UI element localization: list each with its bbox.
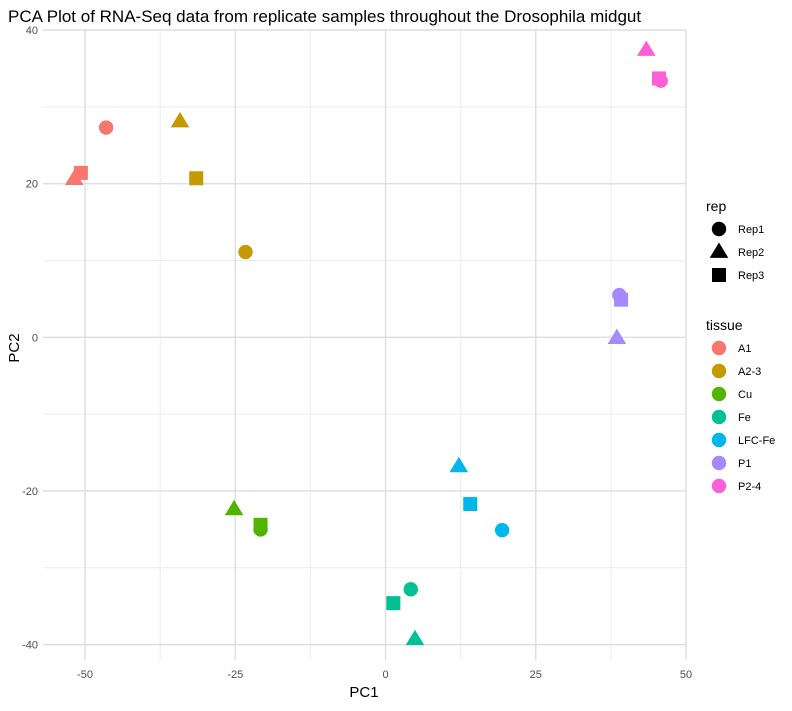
color-legend-label: A2-3 — [738, 366, 761, 378]
y-tick-label: 40 — [26, 25, 38, 37]
shape-legend-title: rep — [706, 198, 726, 214]
shape-legend-key-rep2 — [709, 242, 729, 258]
color-legend-key-fe — [711, 409, 727, 425]
point-fe-rep3 — [386, 596, 401, 611]
point-lfc-fe-rep3 — [463, 497, 478, 512]
color-legend-key-a2-3 — [711, 363, 727, 379]
color-legend-label: LFC-Fe — [738, 435, 775, 447]
point-fe-rep1 — [403, 582, 418, 597]
tick-labels: -50 -25 0 25 50 -40 -20 0 20 40 — [22, 25, 692, 681]
point-p2-4-rep2 — [637, 40, 656, 56]
shape-legend-label: Rep3 — [738, 270, 764, 282]
color-legend-label: A1 — [738, 343, 751, 355]
point-a2-3-rep2 — [170, 111, 190, 128]
color-legend-label: Fe — [738, 412, 751, 424]
point-cu-rep2 — [224, 499, 244, 516]
legend: rep tissue Rep1 Rep2 Rep3 A1 A2-3 Cu Fe LFC-Fe P… — [706, 198, 775, 494]
color-legend-key-p1 — [711, 455, 727, 471]
x-axis-label: PC1 — [349, 684, 378, 701]
color-legend-label: Cu — [738, 389, 752, 401]
y-tick-label: -20 — [22, 486, 38, 498]
point-a1-rep3 — [73, 165, 88, 180]
y-tick-label: 0 — [32, 332, 38, 344]
x-tick-label: 25 — [530, 669, 542, 681]
shape-legend-label: Rep2 — [738, 247, 764, 259]
shape-legend-key-rep3 — [712, 268, 726, 282]
chart-title: PCA Plot of RNA-Seq data from replicate … — [8, 7, 641, 26]
color-legend-title: tissue — [706, 317, 743, 333]
shape-legend-key-rep1 — [711, 221, 727, 237]
point-p1-rep2 — [607, 328, 627, 344]
point-a2-3-rep3 — [189, 171, 204, 186]
x-tick-label: 50 — [680, 669, 692, 681]
x-tick-label: 0 — [382, 669, 388, 681]
point-cu-rep3 — [253, 517, 268, 532]
color-legend-key-p2-4 — [711, 478, 727, 494]
color-legend-label: P1 — [738, 458, 751, 470]
y-tick-label: -40 — [22, 640, 38, 652]
data-points — [64, 40, 668, 646]
x-tick-label: -25 — [227, 669, 243, 681]
point-a2-3-rep1 — [238, 244, 253, 260]
point-p2-4-rep3 — [651, 71, 666, 86]
point-a1-rep1 — [98, 120, 114, 135]
point-fe-rep2 — [405, 629, 425, 646]
x-tick-label: -50 — [77, 669, 93, 681]
grid-lines — [43, 29, 687, 660]
color-legend-key-a1 — [711, 340, 727, 356]
color-legend-label: P2-4 — [738, 481, 761, 493]
point-lfc-fe-rep2 — [449, 456, 469, 473]
color-legend-key-lfc-fe — [711, 432, 727, 448]
shape-legend-label: Rep1 — [738, 224, 764, 236]
color-legend-key-cu — [711, 386, 727, 402]
point-p1-rep3 — [614, 292, 629, 307]
point-lfc-fe-rep1 — [494, 522, 510, 538]
y-axis-label: PC2 — [6, 333, 23, 362]
y-tick-label: 20 — [26, 179, 38, 191]
